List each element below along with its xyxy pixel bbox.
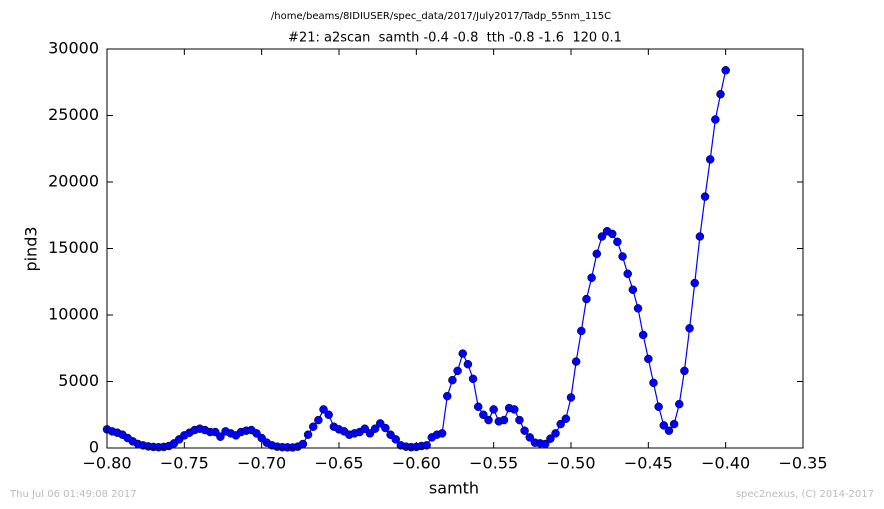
y-tick-label: 10000 <box>48 305 99 324</box>
data-point <box>592 249 602 259</box>
data-point <box>711 115 720 124</box>
data-point <box>437 429 447 438</box>
data-point <box>324 410 333 419</box>
data-point <box>633 304 643 313</box>
data-point <box>556 419 565 429</box>
data-point <box>618 252 627 261</box>
data-point <box>381 423 390 433</box>
x-tick-label: −0.35 <box>778 454 827 473</box>
data-point <box>463 359 473 369</box>
data-point <box>654 402 663 412</box>
y-tick-label: 0 <box>89 438 99 457</box>
footer-right: spec2nexus, (C) 2014-2017 <box>736 489 874 500</box>
x-tick-label: −0.55 <box>469 454 518 473</box>
chart-subtitle: /home/beams/8IDIUSER/spec_data/2017/July… <box>271 11 611 22</box>
data-point <box>638 330 648 340</box>
data-point <box>303 430 313 439</box>
data-point <box>314 415 323 425</box>
data-point <box>628 285 638 294</box>
data-point <box>721 66 730 75</box>
data-point <box>571 357 581 366</box>
data-point <box>499 415 509 425</box>
x-tick-label: −0.50 <box>546 454 595 473</box>
data-point <box>577 326 586 336</box>
data-point <box>448 375 457 385</box>
data-point <box>489 405 498 414</box>
data-point <box>597 232 607 241</box>
x-tick-label: −0.80 <box>82 454 131 473</box>
x-tick-label: −0.75 <box>160 454 209 473</box>
y-tick-label: 30000 <box>48 39 99 58</box>
data-point <box>582 294 591 304</box>
data-point <box>510 405 519 414</box>
data-point <box>669 419 679 429</box>
data-point <box>700 192 710 201</box>
data-point <box>546 434 555 443</box>
data-point <box>587 273 596 283</box>
data-point <box>422 441 431 450</box>
data-point <box>370 424 380 433</box>
data-point <box>675 399 684 409</box>
data-point <box>308 422 318 431</box>
chart-title: #21: a2scan samth -0.4 -0.8 tth -0.8 -1.… <box>288 31 622 46</box>
data-point <box>525 433 535 442</box>
x-tick-label: −0.60 <box>392 454 441 473</box>
data-point <box>680 366 689 376</box>
data-point <box>443 391 452 401</box>
data-point <box>561 414 571 423</box>
x-tick-label: −0.45 <box>624 454 673 473</box>
data-point <box>613 237 622 247</box>
x-axis-label: samth <box>429 479 479 498</box>
data-point <box>566 393 576 402</box>
data-point <box>479 410 488 419</box>
x-tick-label: −0.40 <box>701 454 750 473</box>
y-tick-label: 15000 <box>48 238 99 257</box>
data-point <box>298 439 308 449</box>
data-point <box>685 324 694 333</box>
data-point <box>695 232 705 241</box>
data-point <box>716 89 725 99</box>
y-axis-label: pind3 <box>22 226 41 271</box>
data-point <box>644 354 653 364</box>
y-tick-label: 20000 <box>48 172 99 191</box>
footer-left: Thu Jul 06 01:49:08 2017 <box>9 489 137 500</box>
data-point <box>649 378 658 388</box>
data-point <box>473 402 483 412</box>
data-point <box>520 426 529 435</box>
data-point <box>484 415 493 425</box>
data-point <box>705 155 715 164</box>
data-point <box>391 435 400 444</box>
data-point <box>216 432 225 441</box>
data-point <box>319 405 328 414</box>
plot-frame <box>106 48 804 449</box>
data-point <box>453 366 462 376</box>
y-tick-label: 5000 <box>58 371 99 390</box>
y-tick-label: 25000 <box>48 105 99 124</box>
data-point <box>551 429 560 438</box>
data-point <box>659 421 669 430</box>
data-point <box>690 278 699 288</box>
data-point <box>458 349 467 358</box>
x-tick-label: −0.65 <box>314 454 363 473</box>
data-point <box>607 229 617 239</box>
data-point <box>623 269 632 279</box>
x-tick-label: −0.70 <box>237 454 286 473</box>
data-point <box>515 415 524 425</box>
data-point <box>664 426 674 435</box>
data-point <box>468 374 478 384</box>
